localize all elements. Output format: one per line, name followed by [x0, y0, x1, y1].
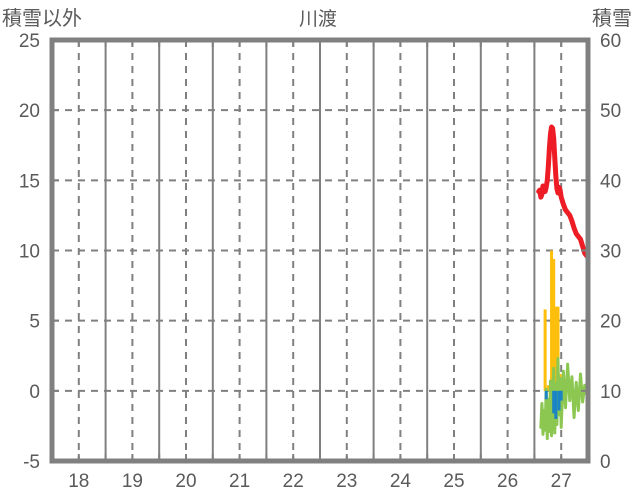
data-bar-降水量	[550, 250, 554, 391]
grid-layer	[52, 40, 588, 461]
x-tick-label: 26	[497, 471, 518, 492]
y-tick-label-right: 20	[600, 312, 621, 333]
data-bar-降水量	[556, 306, 560, 391]
x-tick-label: 18	[68, 471, 89, 492]
data-bar-日照	[544, 390, 548, 400]
data-bar-降水量	[552, 258, 556, 391]
data-bar-日照	[559, 390, 563, 401]
data-bar-降水量	[546, 385, 550, 391]
y-tick-label-left: 15	[19, 171, 40, 192]
y-tick-label-right: 30	[600, 242, 621, 263]
data-bar-日照	[554, 390, 558, 419]
x-tick-label: 27	[551, 471, 572, 492]
x-tick-label: 21	[229, 471, 250, 492]
y-tick-label-right: 40	[600, 171, 621, 192]
left-axis-title: 積雪以外	[2, 8, 82, 30]
x-tick-label: 20	[175, 471, 196, 492]
y-tick-label-left: 0	[29, 382, 40, 403]
axis-ticks	[52, 40, 588, 461]
right-axis-title: 積雪	[592, 8, 632, 30]
y-tick-label-right: 60	[600, 31, 621, 52]
x-tick-label: 25	[443, 471, 464, 492]
x-tick-label: 23	[336, 471, 357, 492]
y-tick-label-left: 10	[19, 242, 40, 263]
y-tick-label-left: 25	[19, 31, 40, 52]
axis-tick-labels: -5 0 5 10 15 20 25 0 10 20 30 40 50 60 18 19 20 21 22 23 24 2…	[19, 31, 621, 492]
y-tick-label-left: 5	[29, 312, 40, 333]
y-tick-label-right: 10	[600, 382, 621, 403]
y-tick-label-right: 50	[600, 101, 621, 122]
x-tick-label: 19	[122, 471, 143, 492]
data-line-積雪	[536, 124, 590, 259]
data-bar-降水量	[554, 306, 558, 391]
x-tick-label: 24	[390, 471, 412, 492]
data-bar-降水量	[543, 309, 547, 391]
y-tick-label-right: 0	[600, 452, 611, 473]
page-title: 川渡	[298, 9, 337, 30]
data-bar-日照	[552, 390, 556, 414]
x-tick-label: 22	[283, 471, 304, 492]
data-bar-日照	[557, 390, 561, 411]
y-tick-label-left: -5	[23, 452, 40, 473]
data-layer	[536, 124, 590, 441]
y-tick-label-left: 20	[19, 101, 40, 122]
